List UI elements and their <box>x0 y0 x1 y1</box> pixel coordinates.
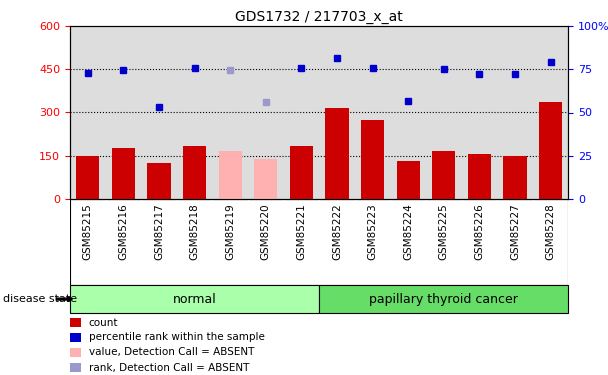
Bar <box>503 156 527 199</box>
Bar <box>432 151 455 199</box>
Text: GSM85227: GSM85227 <box>510 203 520 260</box>
Bar <box>69 363 81 372</box>
Text: papillary thyroid cancer: papillary thyroid cancer <box>370 292 518 306</box>
Bar <box>325 108 348 199</box>
Bar <box>219 151 242 199</box>
Text: GSM85223: GSM85223 <box>368 203 378 260</box>
Text: value, Detection Call = ABSENT: value, Detection Call = ABSENT <box>89 348 254 357</box>
Text: count: count <box>89 318 118 327</box>
Bar <box>112 148 135 199</box>
Bar <box>69 333 81 342</box>
Text: GSM85216: GSM85216 <box>119 203 128 260</box>
Bar <box>361 120 384 199</box>
Bar <box>290 146 313 199</box>
Bar <box>70 285 319 313</box>
Bar <box>69 318 81 327</box>
Text: GSM85221: GSM85221 <box>296 203 306 260</box>
Bar <box>396 161 420 199</box>
Text: GSM85222: GSM85222 <box>332 203 342 260</box>
Text: normal: normal <box>173 292 216 306</box>
Bar <box>183 146 206 199</box>
Text: GSM85219: GSM85219 <box>225 203 235 260</box>
Text: GSM85228: GSM85228 <box>545 203 556 260</box>
Text: GSM85217: GSM85217 <box>154 203 164 260</box>
Text: GSM85218: GSM85218 <box>190 203 199 260</box>
Bar <box>69 348 81 357</box>
Bar <box>319 285 568 313</box>
Bar <box>254 159 277 199</box>
Text: GSM85224: GSM85224 <box>403 203 413 260</box>
Bar <box>147 163 170 199</box>
Bar <box>468 154 491 199</box>
Text: GSM85215: GSM85215 <box>83 203 93 260</box>
Bar <box>76 156 99 199</box>
Text: percentile rank within the sample: percentile rank within the sample <box>89 333 264 342</box>
Text: disease state: disease state <box>3 294 77 304</box>
Text: GSM85220: GSM85220 <box>261 203 271 259</box>
Text: GSM85226: GSM85226 <box>474 203 485 260</box>
Text: rank, Detection Call = ABSENT: rank, Detection Call = ABSENT <box>89 363 249 372</box>
Title: GDS1732 / 217703_x_at: GDS1732 / 217703_x_at <box>235 10 403 24</box>
Text: GSM85225: GSM85225 <box>439 203 449 260</box>
Bar <box>539 102 562 199</box>
